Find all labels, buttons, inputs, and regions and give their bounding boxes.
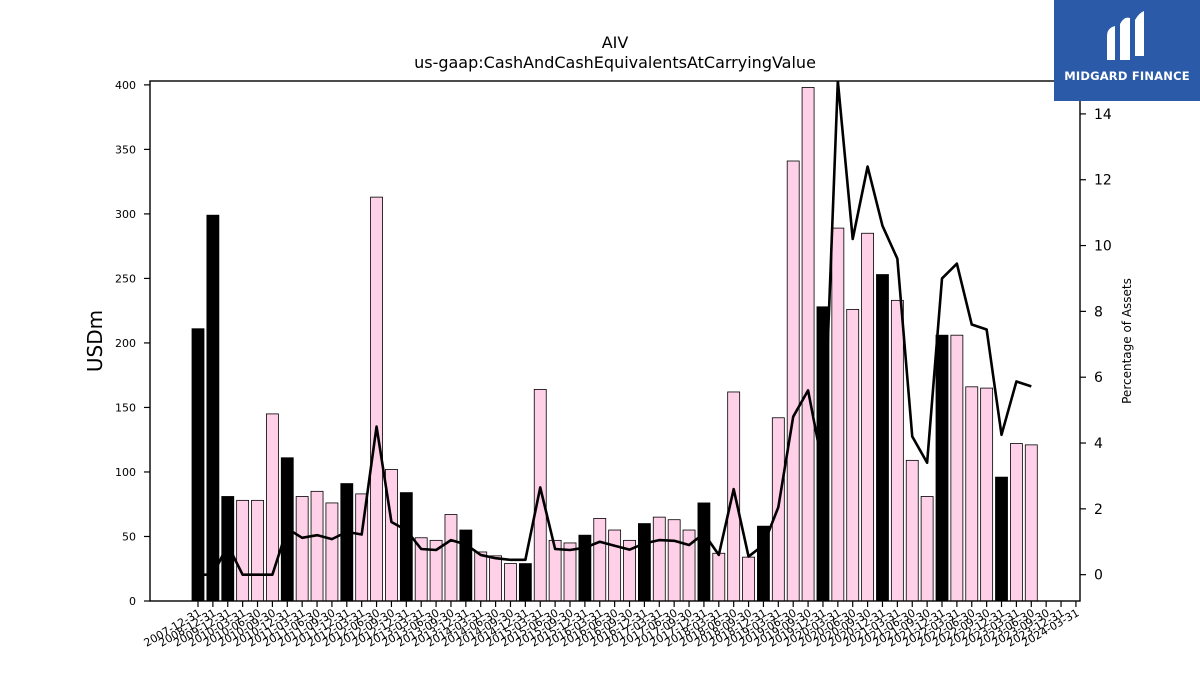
bar-2010-03-31 — [236, 499, 250, 602]
y-tick-label-250: 250 — [115, 272, 136, 285]
bar-2021-12-31 — [935, 334, 949, 602]
bar-2011-06-30 — [310, 490, 324, 602]
bar-2014-06-30 — [489, 555, 503, 602]
bar-2021-06-30 — [905, 459, 919, 602]
brand-name: MIDGARD FINANCE — [1064, 69, 1190, 83]
y2-tick-label-0: 0 — [1094, 568, 1103, 584]
y2-tick-label-14: 14 — [1094, 107, 1112, 123]
bar-2021-09-30 — [920, 496, 934, 602]
y-tick-label-400: 400 — [115, 79, 136, 92]
bar-2018-09-30 — [742, 556, 755, 602]
y2-tick-label-8: 8 — [1094, 304, 1103, 320]
bar-2018-03-31 — [712, 552, 726, 602]
y2-tick-label-10: 10 — [1094, 239, 1112, 255]
y2-tick-label-4: 4 — [1094, 436, 1103, 452]
bar-2008-12-31 — [206, 214, 220, 602]
bar-2020-09-30 — [861, 232, 874, 602]
bar-2016-06-30 — [608, 529, 622, 602]
bar-2009-12-31 — [221, 496, 235, 602]
bar-2018-06-30 — [727, 391, 741, 602]
y-tick-label-50: 50 — [122, 530, 136, 543]
bar-2011-12-31 — [340, 483, 354, 602]
bar-2022-03-31 — [950, 334, 964, 602]
bar-2014-12-31 — [518, 563, 532, 602]
bar-2023-03-31 — [1010, 443, 1023, 602]
bar-2017-12-31 — [697, 502, 711, 602]
y2-tick-label-6: 6 — [1094, 370, 1103, 386]
chart-subtitle: us-gaap:CashAndCashEquivalentsAtCarrying… — [414, 53, 816, 72]
bar-2010-06-30 — [251, 499, 264, 602]
y-tick-label-100: 100 — [115, 466, 136, 479]
y2-tick-label-12: 12 — [1094, 173, 1112, 189]
brand-logo: MIDGARD FINANCE — [1054, 0, 1200, 101]
bar-2013-09-30 — [444, 514, 458, 602]
bar-2016-12-31 — [638, 523, 651, 602]
y-tick-label-200: 200 — [115, 337, 136, 350]
chart-title: AIV — [602, 33, 629, 52]
bar-2017-03-31 — [652, 516, 666, 602]
bar-2013-12-31 — [459, 529, 473, 602]
y-tick-label-350: 350 — [115, 143, 136, 156]
bar-2014-03-31 — [474, 551, 488, 602]
bar-2014-09-30 — [504, 563, 517, 602]
bar-2020-06-30 — [846, 308, 860, 602]
bar-2012-12-31 — [399, 492, 413, 602]
bar-2019-06-30 — [786, 160, 800, 602]
bar-2015-03-31 — [533, 388, 547, 602]
bar-2015-09-30 — [563, 542, 577, 602]
bar-2017-06-30 — [667, 519, 681, 602]
bar-2012-06-30 — [370, 196, 383, 602]
midgard-logo-icon — [1107, 11, 1144, 61]
y2-axis-label: Percentage of Assets — [1120, 278, 1134, 404]
series-line — [198, 81, 1032, 576]
bar-group — [191, 87, 1038, 602]
bar-2022-06-30 — [965, 386, 979, 602]
bar-2011-09-30 — [325, 502, 339, 602]
y-tick-label-300: 300 — [115, 208, 136, 221]
y-axis-label: USDm — [83, 310, 107, 372]
bar-2022-12-31 — [995, 476, 1008, 602]
line-group — [198, 81, 1032, 576]
bar-2022-09-30 — [980, 387, 994, 602]
y-tick-label-0: 0 — [129, 595, 136, 608]
bar-2011-03-31 — [295, 496, 309, 602]
bar-2019-09-30 — [801, 87, 815, 602]
y-tick-label-150: 150 — [115, 401, 136, 414]
bar-2020-12-31 — [876, 274, 889, 602]
bar-2023-06-30 — [1024, 444, 1038, 602]
bar-2016-03-31 — [593, 518, 607, 602]
bar-2020-03-31 — [831, 227, 845, 602]
bar-2007-12-31 — [191, 328, 205, 602]
y2-tick-label-2: 2 — [1094, 502, 1103, 518]
bar-2021-03-31 — [890, 299, 904, 602]
